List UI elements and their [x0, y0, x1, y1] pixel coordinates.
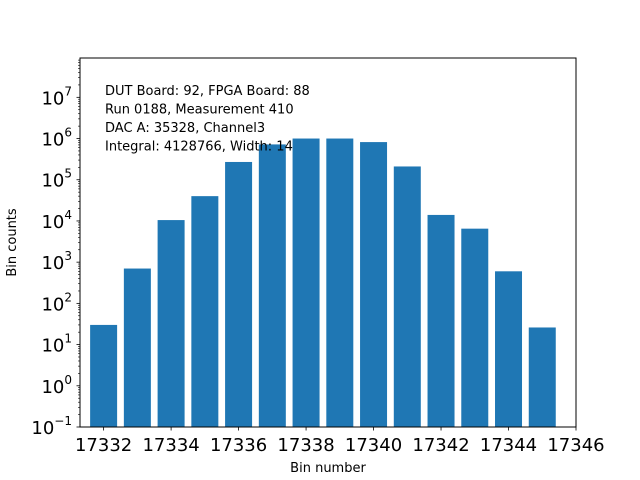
annotation-block: DUT Board: 92, FPGA Board: 88 Run 0188, M… [105, 84, 310, 155]
bar-17334 [157, 220, 185, 427]
y-axis-label: Bin counts [5, 208, 20, 277]
annotation-line-1: DUT Board: 92, FPGA Board: 88 [105, 84, 310, 99]
bar-17342 [427, 214, 455, 427]
bars-group [90, 138, 556, 427]
y-tick-label-8: 107 [41, 84, 72, 109]
x-tick-label-7: 17346 [547, 435, 604, 456]
bar-17340 [360, 142, 388, 427]
bar-17338 [292, 138, 320, 427]
x-axis-label: Bin number [290, 461, 366, 476]
x-tick-label-0: 17332 [75, 435, 132, 456]
x-tick-label-6: 17344 [480, 435, 537, 456]
bar-17332 [90, 324, 118, 427]
annotation-line-3: DAC A: 35328, Channel3 [105, 121, 265, 136]
bar-17343 [461, 228, 489, 427]
x-tick-label-3: 17338 [277, 435, 334, 456]
y-ticks: 10−1 100 101 102 103 104 105 106 107 [31, 84, 80, 439]
bar-17335 [191, 196, 219, 427]
bar-17341 [393, 166, 421, 427]
x-ticks: 17332 17334 17336 17338 17340 17342 17344 17346 [75, 427, 605, 456]
bar-17337 [258, 144, 286, 427]
bar-17336 [225, 161, 253, 427]
bar-17333 [123, 268, 151, 427]
y-tick-label-7: 106 [41, 126, 72, 151]
y-tick-label-5: 104 [41, 208, 72, 233]
bar-17339 [326, 138, 354, 427]
y-tick-label-6: 105 [41, 167, 72, 192]
plot-frame [79, 57, 577, 428]
bar-17344 [495, 271, 523, 427]
x-tick-label-5: 17342 [412, 435, 469, 456]
y-tick-label-4: 103 [41, 249, 72, 274]
annotation-line-4: Integral: 4128766, Width: 14 [105, 140, 293, 155]
x-tick-label-4: 17340 [345, 435, 402, 456]
y-tick-label-3: 102 [41, 290, 72, 315]
y-tick-label-0: 10−1 [31, 414, 72, 439]
x-tick-label-2: 17336 [210, 435, 267, 456]
y-tick-label-1: 100 [41, 373, 72, 398]
y-tick-label-2: 101 [41, 332, 72, 357]
annotation-line-2: Run 0188, Measurement 410 [105, 103, 294, 118]
x-tick-label-1: 17334 [142, 435, 199, 456]
bar-17345 [528, 327, 556, 427]
